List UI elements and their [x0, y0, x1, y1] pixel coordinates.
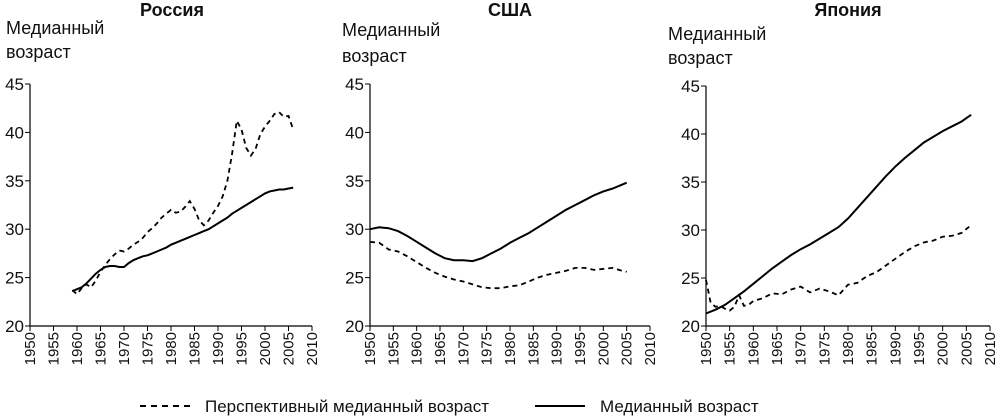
y-tick-label: 30 [5, 220, 24, 239]
chart-title: Россия [140, 0, 204, 20]
x-tick-label: 2000 [595, 332, 612, 365]
x-tick-label: 2005 [958, 332, 975, 365]
x-tick-label: 1960 [69, 332, 86, 365]
series-line-perspective-median-age [369, 240, 627, 290]
x-tick-label: 1995 [911, 332, 928, 365]
x-tick-label: 1990 [549, 332, 566, 365]
x-tick-label: 1995 [234, 332, 251, 365]
chart-title: Япония [814, 0, 881, 20]
x-tick-label: 1950 [698, 332, 715, 365]
x-tick-label: 1965 [432, 332, 449, 365]
legend-label-median: Медианный возраст [600, 397, 759, 416]
x-tick-label: 1995 [572, 332, 589, 365]
chart-title: США [488, 0, 532, 20]
x-tick-label: 1965 [769, 332, 786, 365]
series-line-median-age [705, 113, 972, 315]
x-tick-label: 1955 [385, 332, 402, 365]
x-tick-label: 1955 [46, 332, 63, 365]
y-axis-label-line2: возраст [668, 48, 733, 68]
x-tick-label: 1970 [455, 332, 472, 365]
y-axis-label: Медианный [342, 20, 440, 40]
x-tick-label: 1970 [116, 332, 133, 365]
y-tick-label: 45 [5, 75, 24, 94]
x-tick-label: 2010 [642, 332, 659, 365]
y-axis-label: Медианный [6, 18, 104, 38]
x-tick-label: 1950 [362, 332, 379, 365]
x-tick-label: 2000 [257, 332, 274, 365]
x-tick-label: 1975 [479, 332, 496, 365]
chart-panels: Россия Медианный возраст 20 25 30 35 40 45 1950 19… [5, 0, 999, 365]
y-tick-label: 25 [345, 269, 364, 288]
x-tick-label: 1970 [793, 332, 810, 365]
y-tick-label: 30 [345, 220, 364, 239]
y-tick-label: 45 [681, 77, 700, 96]
y-tick-label: 40 [681, 125, 700, 144]
y-tick-label: 35 [5, 172, 24, 191]
y-tick-label: 20 [345, 317, 364, 336]
x-tick-label: 1985 [525, 332, 542, 365]
y-tick-label: 25 [681, 269, 700, 288]
y-axis-label-line2: возраст [6, 42, 71, 62]
x-tick-label: 1975 [816, 332, 833, 365]
x-tick-label: 1960 [745, 332, 762, 365]
x-tick-label: 1950 [22, 332, 39, 365]
x-tick-label: 1985 [187, 332, 204, 365]
chart-panel-1: США Медианный возраст 20 25 30 35 40 45 1950 1955 1… [342, 0, 659, 365]
series-line-median-age [369, 181, 628, 263]
x-tick-label: 1965 [93, 332, 110, 365]
x-tick-label: 1985 [864, 332, 881, 365]
x-tick-label: 1990 [210, 332, 227, 365]
x-tick-label: 2000 [935, 332, 952, 365]
series-line-median-age [71, 186, 294, 293]
y-axis-label-line2: возраст [342, 46, 407, 66]
y-tick-label: 20 [681, 317, 700, 336]
x-tick-label: 1990 [887, 332, 904, 365]
series-line-perspective-median-age [71, 111, 295, 296]
y-axis-label: Медианный [668, 24, 766, 44]
x-tick-label: 2010 [982, 332, 999, 365]
x-tick-label: 2005 [619, 332, 636, 365]
x-tick-label: 1980 [840, 332, 857, 365]
y-tick-label: 35 [681, 173, 700, 192]
legend: Перспективный медианный возраст Медианны… [140, 397, 759, 416]
y-tick-label: 30 [681, 221, 700, 240]
y-tick-label: 45 [345, 75, 364, 94]
x-tick-label: 2010 [304, 332, 321, 365]
y-tick-label: 20 [5, 317, 24, 336]
chart-panel-0: Россия Медианный возраст 20 25 30 35 40 45 1950 19… [5, 0, 321, 365]
y-tick-label: 25 [5, 269, 24, 288]
chart-panel-2: Япония Медианный возраст 20 25 30 35 40 45 1950 19… [668, 0, 999, 365]
series-line-perspective-median-age [705, 224, 972, 312]
x-tick-label: 1980 [163, 332, 180, 365]
x-tick-label: 1980 [502, 332, 519, 365]
x-tick-label: 2005 [281, 332, 298, 365]
y-tick-label: 40 [5, 123, 24, 142]
y-tick-label: 35 [345, 172, 364, 191]
legend-label-perspective: Перспективный медианный возраст [205, 397, 489, 416]
y-tick-label: 40 [345, 123, 364, 142]
x-tick-label: 1955 [722, 332, 739, 365]
x-tick-label: 1975 [140, 332, 157, 365]
x-tick-label: 1960 [409, 332, 426, 365]
